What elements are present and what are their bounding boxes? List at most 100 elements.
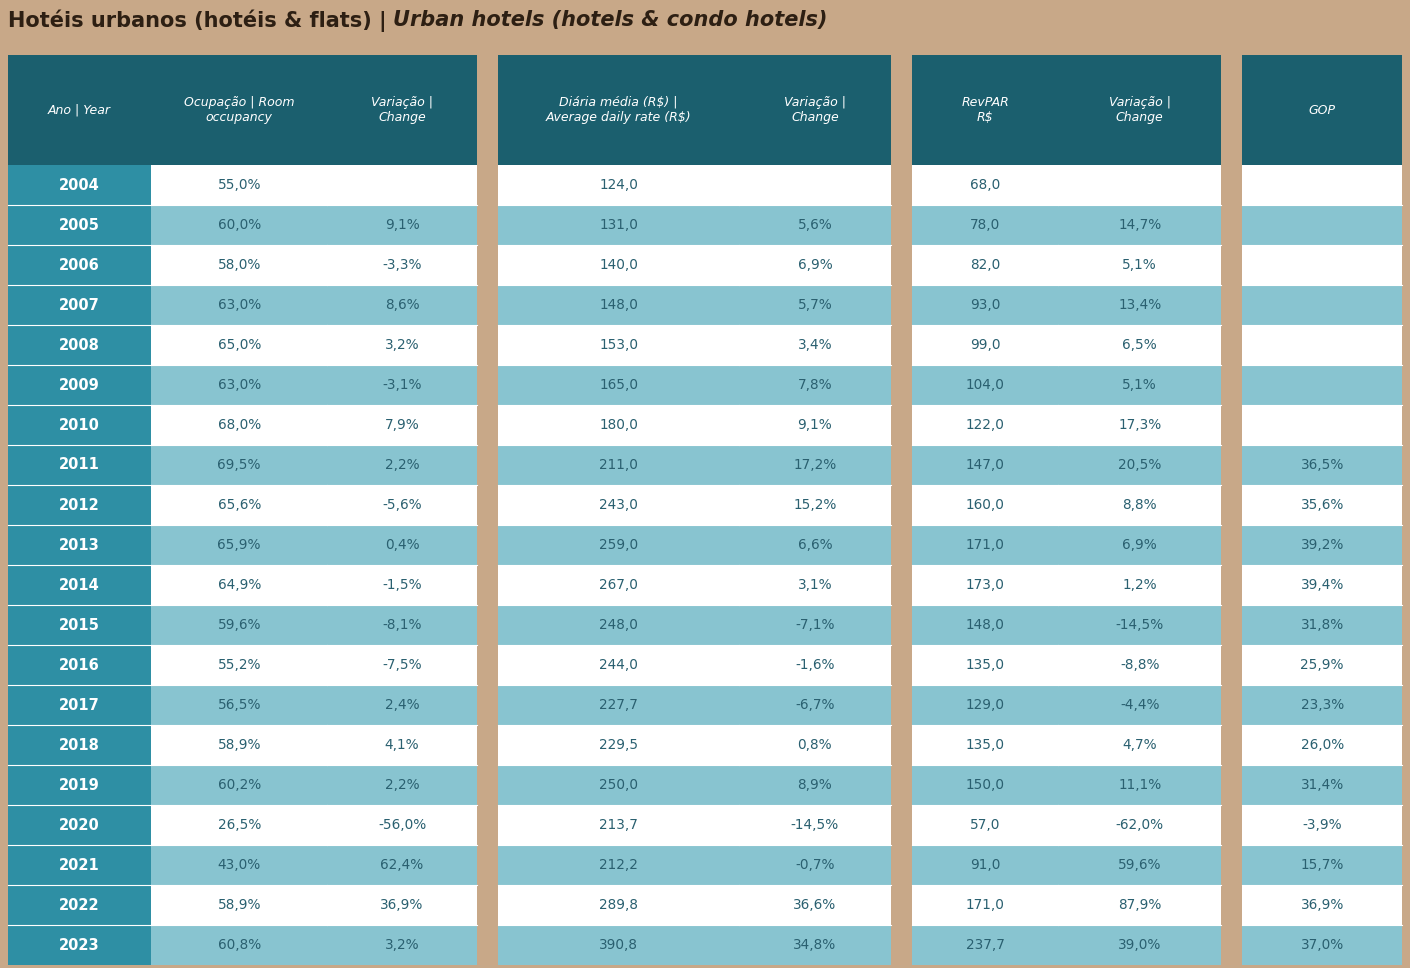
Text: 250,0: 250,0 — [599, 778, 639, 792]
Bar — [477, 165, 498, 205]
Text: 39,4%: 39,4% — [1300, 578, 1344, 592]
Bar — [1242, 805, 1402, 845]
Text: 64,9%: 64,9% — [217, 578, 261, 592]
Bar — [151, 365, 327, 405]
Text: 2023: 2023 — [59, 937, 100, 953]
Text: GOP: GOP — [1308, 104, 1335, 116]
Bar — [739, 685, 891, 725]
Text: 213,7: 213,7 — [599, 818, 639, 832]
Text: 68,0: 68,0 — [970, 178, 1000, 192]
Text: 69,5%: 69,5% — [217, 458, 261, 472]
Bar — [739, 885, 891, 925]
Text: 2004: 2004 — [59, 177, 100, 193]
Bar — [327, 565, 477, 605]
Bar — [8, 405, 151, 445]
Bar — [8, 765, 151, 805]
Bar — [327, 685, 477, 725]
Text: 237,7: 237,7 — [966, 938, 1004, 952]
Bar — [151, 445, 327, 485]
Bar — [8, 365, 151, 405]
Bar — [498, 805, 739, 845]
Bar — [151, 325, 327, 365]
Text: 39,0%: 39,0% — [1118, 938, 1162, 952]
Text: 135,0: 135,0 — [966, 658, 1004, 672]
Text: -56,0%: -56,0% — [378, 818, 426, 832]
Bar — [739, 205, 891, 245]
Bar — [498, 365, 739, 405]
Text: 1,2%: 1,2% — [1122, 578, 1158, 592]
Bar — [912, 325, 1059, 365]
Bar — [327, 925, 477, 965]
Bar — [912, 285, 1059, 325]
Bar — [151, 845, 327, 885]
Bar — [739, 605, 891, 645]
Bar — [327, 245, 477, 285]
Text: 36,9%: 36,9% — [1300, 898, 1344, 912]
Bar — [1242, 925, 1402, 965]
Bar — [1059, 845, 1221, 885]
Text: 99,0: 99,0 — [970, 338, 1000, 352]
Bar — [891, 485, 912, 525]
Text: 2,2%: 2,2% — [385, 458, 419, 472]
Bar — [477, 285, 498, 325]
Bar — [1059, 525, 1221, 565]
Text: 211,0: 211,0 — [599, 458, 639, 472]
Bar — [739, 285, 891, 325]
Text: 26,0%: 26,0% — [1300, 738, 1344, 752]
Bar — [1242, 365, 1402, 405]
Text: 160,0: 160,0 — [966, 498, 1004, 512]
Bar — [891, 565, 912, 605]
Text: 26,5%: 26,5% — [217, 818, 261, 832]
Bar — [498, 325, 739, 365]
Bar — [1221, 845, 1242, 885]
Text: Variação |
Change: Variação | Change — [371, 96, 433, 124]
Bar — [912, 645, 1059, 685]
Text: 31,4%: 31,4% — [1300, 778, 1344, 792]
Bar — [739, 525, 891, 565]
Text: 2021: 2021 — [59, 858, 100, 872]
Bar — [327, 205, 477, 245]
Text: 6,5%: 6,5% — [1122, 338, 1158, 352]
Text: -14,5%: -14,5% — [791, 818, 839, 832]
Text: -14,5%: -14,5% — [1115, 618, 1163, 632]
Bar — [151, 485, 327, 525]
Bar — [1221, 805, 1242, 845]
Bar — [912, 885, 1059, 925]
Text: 14,7%: 14,7% — [1118, 218, 1162, 232]
Text: 0,4%: 0,4% — [385, 538, 419, 552]
Text: 212,2: 212,2 — [599, 858, 639, 872]
Bar — [891, 645, 912, 685]
Text: 58,9%: 58,9% — [217, 898, 261, 912]
Bar — [327, 525, 477, 565]
Text: -3,3%: -3,3% — [382, 258, 422, 272]
Bar — [498, 405, 739, 445]
Bar — [739, 165, 891, 205]
Bar — [8, 525, 151, 565]
Text: 68,0%: 68,0% — [217, 418, 261, 432]
Bar — [912, 565, 1059, 605]
Bar — [327, 845, 477, 885]
Text: 2007: 2007 — [59, 297, 100, 313]
Bar — [1221, 525, 1242, 565]
Text: Diária média (R$) |
Average daily rate (R$): Diária média (R$) | Average daily rate (… — [546, 96, 691, 124]
Text: 244,0: 244,0 — [599, 658, 639, 672]
Bar — [912, 605, 1059, 645]
Text: -3,1%: -3,1% — [382, 378, 422, 392]
Text: 104,0: 104,0 — [966, 378, 1004, 392]
Text: 34,8%: 34,8% — [794, 938, 836, 952]
Bar — [8, 205, 151, 245]
Text: 2022: 2022 — [59, 897, 100, 913]
Bar — [1059, 245, 1221, 285]
Bar — [8, 165, 151, 205]
Bar — [912, 485, 1059, 525]
Bar — [8, 925, 151, 965]
Bar — [327, 325, 477, 365]
Bar — [912, 245, 1059, 285]
Bar — [891, 925, 912, 965]
Text: 2020: 2020 — [59, 818, 100, 832]
Bar — [1059, 565, 1221, 605]
Text: 36,5%: 36,5% — [1300, 458, 1344, 472]
Text: 63,0%: 63,0% — [217, 378, 261, 392]
Bar — [739, 925, 891, 965]
Text: -4,4%: -4,4% — [1120, 698, 1159, 712]
